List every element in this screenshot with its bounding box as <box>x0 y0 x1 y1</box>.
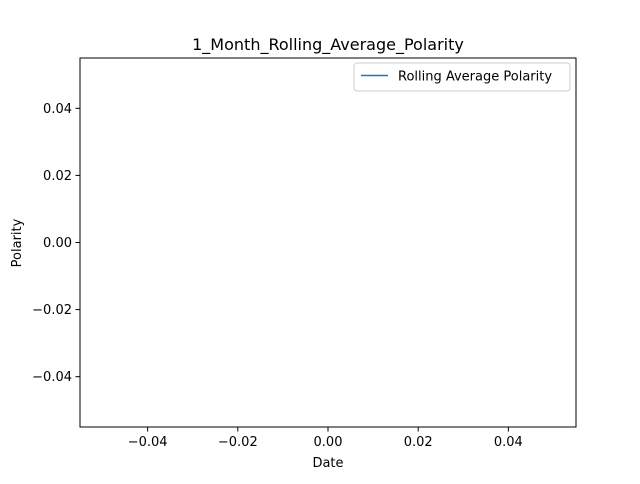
y-tick-label: 0.04 <box>43 102 72 117</box>
legend: Rolling Average Polarity <box>353 62 571 92</box>
y-tick-label: 0.00 <box>43 236 72 251</box>
chart-title: 1_Month_Rolling_Average_Polarity <box>192 35 464 55</box>
y-tick-label: 0.02 <box>43 169 72 184</box>
x-tick-label: −0.04 <box>128 435 168 450</box>
y-axis-ticks: −0.04 −0.02 0.00 0.02 0.04 <box>32 102 80 385</box>
legend-entry-label: Rolling Average Polarity <box>398 70 552 85</box>
y-tick-label: −0.04 <box>32 370 72 385</box>
x-tick-label: 0.04 <box>494 435 523 450</box>
x-tick-label: 0.02 <box>404 435 433 450</box>
legend-box <box>353 62 571 92</box>
y-axis-label: Polarity <box>10 218 25 267</box>
x-axis-label: Date <box>312 456 343 471</box>
x-tick-label: −0.02 <box>218 435 258 450</box>
x-axis-ticks: −0.04 −0.02 0.00 0.02 0.04 <box>128 427 523 450</box>
x-tick-label: 0.00 <box>314 435 343 450</box>
y-tick-label: −0.02 <box>32 303 72 318</box>
